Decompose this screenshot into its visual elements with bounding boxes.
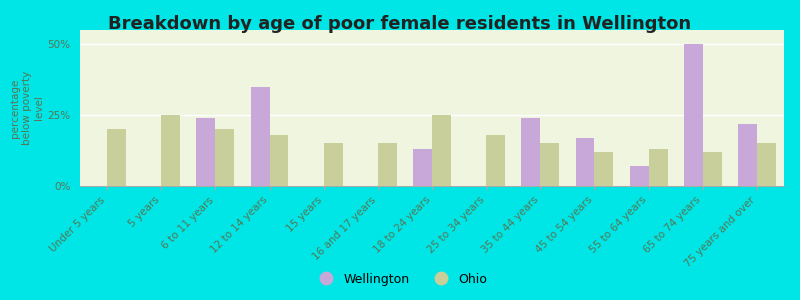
Bar: [413, 149, 432, 186]
Bar: [540, 143, 559, 186]
Bar: [684, 44, 702, 186]
Bar: [522, 118, 540, 186]
Bar: [324, 143, 342, 186]
Legend: Wellington, Ohio: Wellington, Ohio: [308, 268, 492, 291]
Bar: [378, 143, 397, 186]
Bar: [107, 129, 126, 186]
Bar: [486, 135, 505, 186]
Bar: [702, 152, 722, 186]
Bar: [215, 129, 234, 186]
Y-axis label: percentage
below poverty
level: percentage below poverty level: [10, 71, 44, 145]
Bar: [197, 118, 215, 186]
Bar: [575, 138, 594, 186]
Bar: [594, 152, 614, 186]
Bar: [757, 143, 776, 186]
Bar: [162, 115, 180, 186]
Bar: [432, 115, 451, 186]
Bar: [270, 135, 289, 186]
Bar: [738, 124, 757, 186]
Text: Breakdown by age of poor female residents in Wellington: Breakdown by age of poor female resident…: [109, 15, 691, 33]
Bar: [630, 166, 649, 186]
Bar: [649, 149, 667, 186]
Bar: [250, 87, 270, 186]
